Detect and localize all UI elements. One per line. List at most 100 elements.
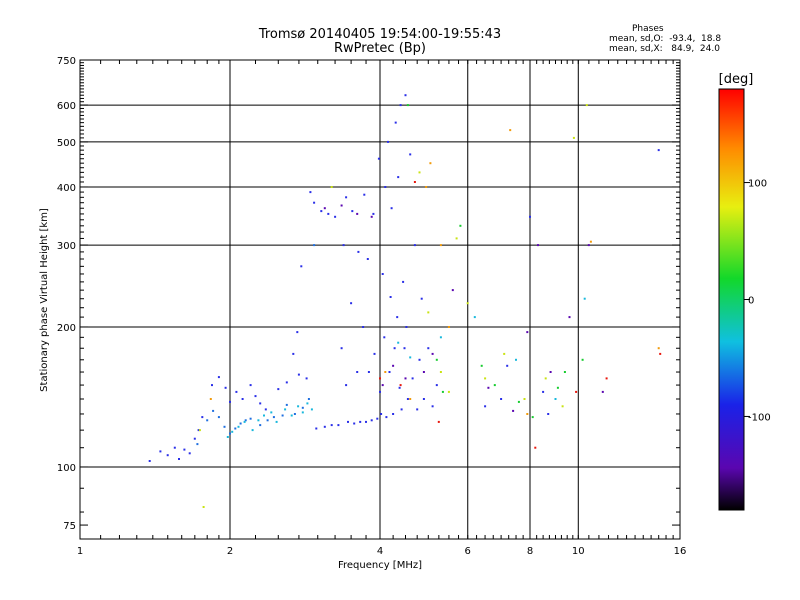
data-point — [406, 104, 409, 107]
data-point — [381, 384, 384, 387]
data-point — [296, 331, 299, 334]
phases-stats-title: Phases — [632, 24, 664, 34]
data-point — [406, 398, 409, 400]
data-point — [392, 413, 395, 415]
data-point — [422, 398, 425, 400]
data-point — [259, 402, 262, 405]
data-point — [531, 416, 534, 419]
data-point — [305, 377, 308, 380]
data-point — [399, 384, 402, 387]
data-point — [575, 390, 578, 393]
data-point — [323, 425, 326, 428]
colorbar-label: [deg] — [719, 72, 754, 87]
data-point — [409, 153, 412, 156]
data-point — [290, 414, 293, 417]
data-point — [350, 302, 353, 305]
y-tick-label: 600 — [57, 101, 76, 112]
data-point — [272, 416, 275, 419]
data-point — [366, 258, 369, 260]
data-point — [404, 94, 407, 97]
data-point — [345, 196, 348, 199]
data-point — [411, 377, 414, 380]
colorbar-tick-label: 100 — [748, 179, 767, 190]
data-point — [223, 425, 226, 428]
data-point — [422, 371, 425, 373]
y-tick-label: 100 — [57, 463, 76, 474]
data-point — [266, 419, 269, 422]
data-point — [357, 250, 360, 253]
data-point — [301, 406, 304, 409]
data-point — [251, 429, 254, 432]
data-point — [281, 414, 284, 417]
x-tick-label: 6 — [465, 546, 471, 557]
data-point — [396, 316, 399, 319]
data-point — [198, 429, 201, 432]
y-tick-label: 500 — [57, 138, 76, 149]
data-point — [425, 186, 428, 188]
data-point — [512, 409, 515, 412]
data-point — [484, 405, 487, 408]
data-point — [515, 358, 517, 361]
data-point — [284, 408, 287, 411]
data-point — [537, 244, 539, 247]
data-point — [345, 384, 348, 387]
data-point — [509, 129, 512, 132]
data-point — [447, 326, 450, 328]
data-point — [320, 210, 323, 213]
phases-stats-o: mean, sd,O: -93.4, 18.8 — [609, 34, 722, 44]
data-point — [373, 352, 376, 355]
data-point — [413, 181, 416, 183]
data-point — [370, 419, 373, 422]
data-point — [435, 384, 438, 387]
x-tick-label: 4 — [377, 546, 383, 557]
data-point — [554, 398, 557, 400]
data-point — [503, 352, 506, 355]
data-point — [451, 289, 454, 292]
data-point — [389, 296, 392, 298]
data-point — [197, 429, 200, 432]
data-point — [583, 297, 586, 300]
data-point — [340, 204, 343, 207]
data-point — [568, 316, 571, 319]
data-point — [239, 422, 242, 425]
data-point — [159, 450, 162, 453]
data-point — [383, 336, 386, 339]
data-point — [313, 244, 316, 247]
data-point — [226, 436, 229, 438]
data-point — [601, 390, 604, 393]
data-point — [297, 373, 300, 376]
data-point — [178, 458, 180, 460]
colorbar-ticks: 100 0 -100 — [744, 179, 771, 423]
data-point — [173, 446, 176, 449]
data-point — [234, 427, 237, 430]
x-axis-tick-labels: 1 2 4 6 8 10 16 — [77, 546, 687, 557]
data-point — [377, 157, 380, 160]
data-point — [420, 297, 423, 300]
data-point — [657, 149, 660, 152]
data-point — [212, 409, 215, 412]
y-axis-tick-labels: 75 100 200 300 400 500 600 750 — [57, 56, 76, 532]
data-point — [534, 446, 537, 449]
data-point — [429, 162, 432, 165]
data-point — [484, 377, 487, 380]
x-tick-label: 10 — [572, 546, 585, 557]
y-tick-label: 300 — [57, 241, 76, 252]
data-point — [235, 390, 238, 393]
data-point — [398, 386, 401, 389]
data-point — [257, 419, 260, 422]
data-point — [493, 384, 496, 387]
data-point — [544, 377, 547, 380]
data-point — [405, 326, 408, 328]
data-point — [549, 371, 552, 373]
data-point — [400, 408, 403, 411]
data-point — [148, 460, 151, 462]
data-point — [254, 395, 257, 398]
data-point — [201, 416, 204, 419]
data-point — [270, 411, 273, 414]
data-point — [384, 371, 387, 373]
data-point — [306, 402, 309, 405]
data-point — [585, 104, 588, 107]
data-point — [473, 316, 476, 319]
data-point — [193, 437, 196, 440]
chart-subtitle: RwPretec (Bp) — [333, 41, 427, 56]
